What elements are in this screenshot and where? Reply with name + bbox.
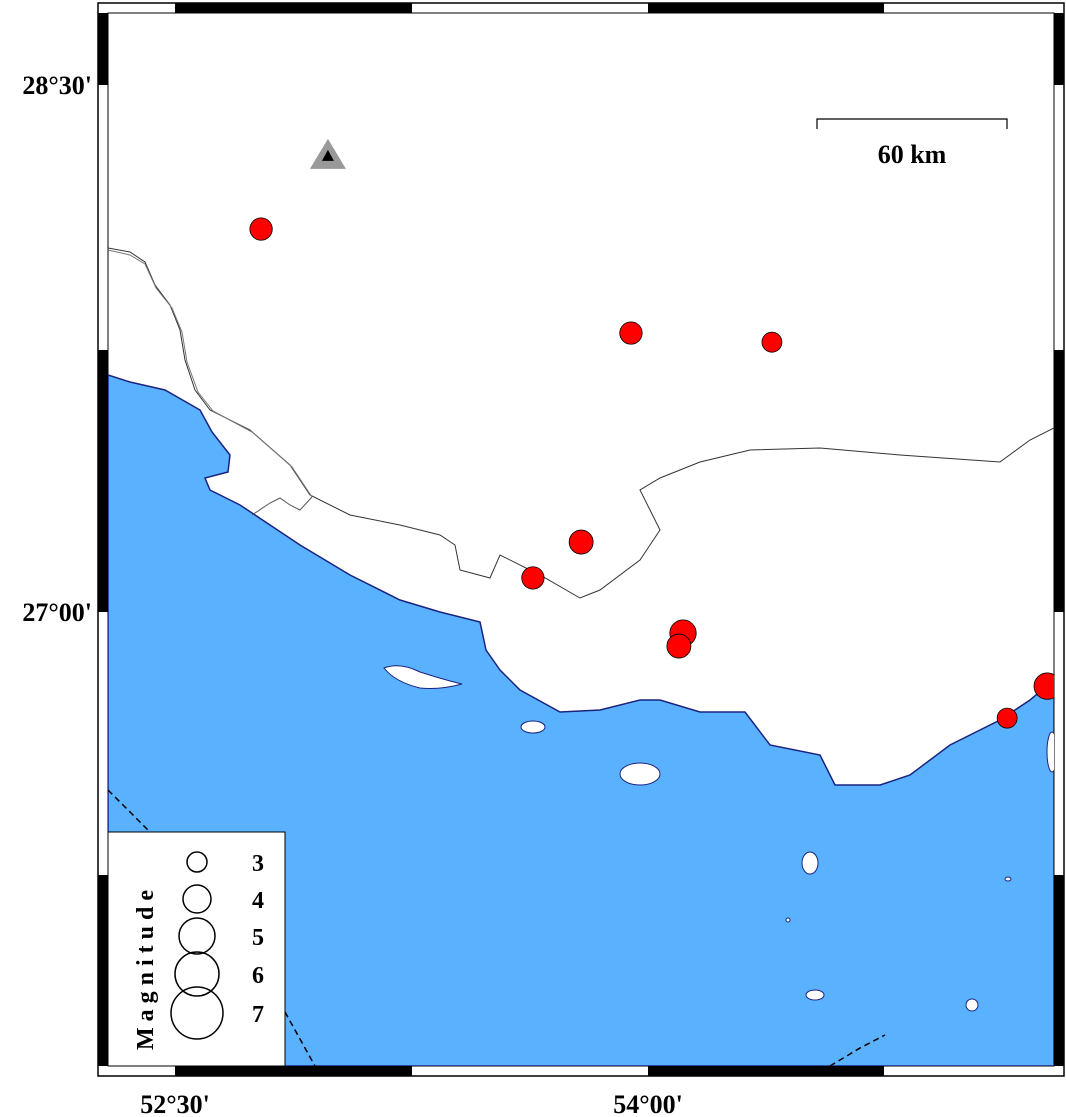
legend-label-6: 6 <box>252 963 264 989</box>
lat-label-28-30: 28°30' <box>22 71 92 100</box>
legend-label-5: 5 <box>252 925 264 951</box>
legend-circle-7 <box>170 986 224 1040</box>
province-border-3 <box>251 496 313 516</box>
earthquake-event-5 <box>521 566 545 590</box>
magnitude-legend: Magnitude 3 4 5 6 7 <box>107 831 286 1067</box>
lat-label-27-00: 27°00' <box>22 598 92 627</box>
earthquake-event-9 <box>996 707 1018 729</box>
legend-circle-3 <box>186 851 208 873</box>
legend-title: Magnitude <box>133 884 159 1050</box>
sea-area <box>108 374 1054 1066</box>
station-marker <box>309 138 346 169</box>
province-border-2 <box>108 249 313 498</box>
earthquake-event-4 <box>568 529 594 555</box>
earthquake-event-7 <box>666 633 692 659</box>
earthquake-event-2 <box>619 321 643 345</box>
legend-circle-4 <box>182 884 212 914</box>
legend-circle-6 <box>174 951 220 997</box>
earthquake-events <box>249 217 1054 729</box>
legend-circle-5 <box>178 917 216 955</box>
earthquake-event-3 <box>761 331 783 353</box>
legend-label-3: 3 <box>252 851 264 877</box>
lon-label-52-30: 52°30' <box>140 1090 210 1117</box>
scale-bar-label: 60 km <box>878 140 947 169</box>
earthquake-event-8 <box>1033 672 1054 700</box>
station-inner-triangle-icon <box>321 149 334 161</box>
legend-label-4: 4 <box>252 888 264 914</box>
fault-lines <box>108 789 886 1066</box>
scale-bar: 60 km <box>816 118 1008 169</box>
legend-label-7: 7 <box>252 1002 264 1028</box>
lon-label-54-00: 54°00' <box>613 1090 683 1117</box>
islands <box>383 665 1054 1012</box>
province-border <box>108 247 1054 599</box>
earthquake-event-1 <box>249 217 273 241</box>
frame-ticks <box>98 3 1064 1076</box>
